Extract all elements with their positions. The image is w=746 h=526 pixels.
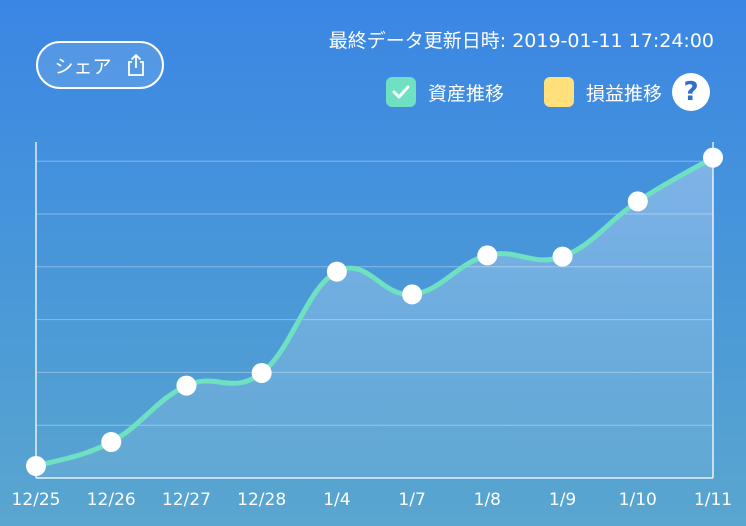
data-point [101,432,122,452]
legend-label-profit: 損益推移 [585,82,662,105]
data-point [627,191,648,212]
data-point [251,363,272,383]
chart-legend: 資産推移 損益推移 ? [385,73,710,111]
share-button-label: シェア [54,55,112,78]
x-tick-label: 12/28 [237,490,286,510]
data-point [402,284,423,305]
data-point [703,147,723,168]
share-button[interactable]: シェア [36,41,164,89]
legend-item-profit[interactable]: 損益推移 [543,77,662,107]
x-tick-label: 1/11 [694,490,732,510]
x-tick-label: 1/9 [549,490,576,510]
help-icon[interactable]: ? [672,73,710,111]
x-tick-label: 1/7 [398,490,425,510]
data-point [176,375,197,396]
x-tick-label: 12/25 [12,490,61,510]
data-point [477,245,498,266]
x-tick-label: 1/4 [323,490,350,510]
x-tick-label: 12/26 [87,490,136,510]
checkbox-unchecked-icon[interactable] [543,77,574,107]
x-tick-label: 1/10 [619,490,657,510]
checkbox-checked-icon[interactable] [385,77,416,107]
legend-label-asset: 資産推移 [427,82,504,105]
asset-series-line [33,155,716,469]
last-updated-text: 最終データ更新日時: 2019-01-11 17:24:00 [328,30,714,52]
data-point [26,456,46,476]
data-points [26,147,723,476]
x-tick-label: 12/27 [162,490,211,510]
x-tick-labels: 12/25 12/26 12/27 12/28 1/4 1/7 1/8 1/9 1/10 1/11 [12,490,733,510]
legend-item-asset[interactable]: 資産推移 [385,77,504,107]
share-icon [126,53,146,77]
asset-area-fill [36,157,713,478]
data-point [552,246,573,267]
x-tick-label: 1/8 [474,490,501,510]
data-point [326,261,347,282]
